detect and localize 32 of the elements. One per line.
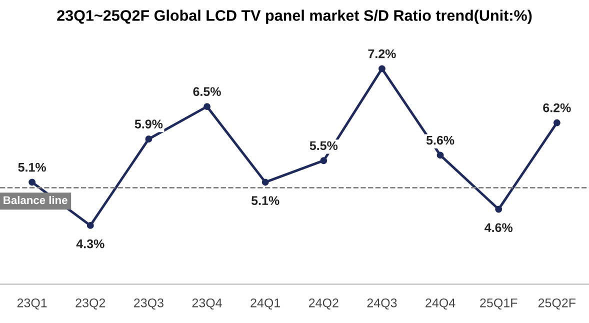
point <box>145 136 152 142</box>
point <box>262 178 269 186</box>
point <box>204 103 210 110</box>
x-tick-label: 23Q4 <box>192 298 222 310</box>
x-tick-label: 24Q4 <box>426 298 456 310</box>
point <box>436 152 444 159</box>
point <box>553 119 560 126</box>
ref-line-label: Balance line <box>4 196 68 204</box>
data-label: 7.2% <box>368 49 396 58</box>
data-label: 5.5% <box>310 141 338 150</box>
data-label: 5.6% <box>426 136 454 145</box>
x-tick-label: 25Q2F <box>538 298 576 310</box>
x-tick-label: 24Q2 <box>309 298 338 310</box>
point <box>320 157 328 164</box>
data-label: 4.6% <box>484 223 513 232</box>
data-label: 5.1% <box>18 162 46 172</box>
data-label: 6.5% <box>193 87 221 96</box>
point <box>28 178 36 186</box>
point <box>495 206 502 213</box>
x-tick-label: 23Q3 <box>134 298 164 310</box>
chart-title: 23Q1~25Q2F Global LCD TV panel market S/D Ratio trend(Unit:%) <box>57 10 532 24</box>
data-label: 5.9% <box>134 120 163 128</box>
point <box>86 222 94 229</box>
data-label: 5.1% <box>251 196 280 206</box>
x-tick-label: 24Q3 <box>367 298 397 310</box>
x-tick-label: 25Q1F <box>480 298 518 310</box>
x-tick-label: 23Q2 <box>76 298 106 310</box>
data-label: 4.3% <box>76 239 104 248</box>
x-tick-label: 23Q1 <box>17 298 47 310</box>
x-tick-label: 24Q1 <box>250 298 280 310</box>
data-label: 6.2% <box>543 103 571 112</box>
point <box>378 65 386 72</box>
